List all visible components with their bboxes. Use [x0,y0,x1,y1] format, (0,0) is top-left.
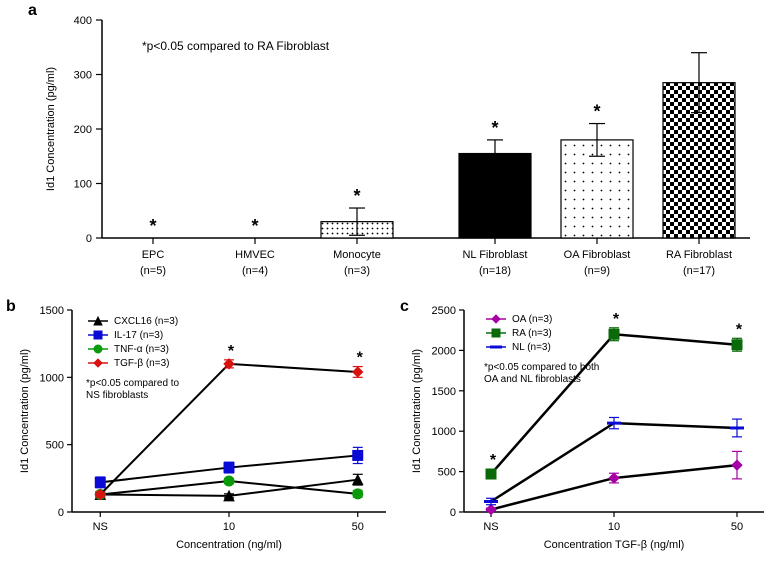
svg-text:300: 300 [74,70,92,82]
svg-text:0: 0 [450,507,456,519]
svg-text:RA (n=3): RA (n=3) [512,328,552,339]
svg-text:OA and NL fibroblasts: OA and NL fibroblasts [484,374,581,385]
svg-text:*: * [353,186,360,206]
svg-text:0: 0 [58,507,64,519]
svg-text:EPC: EPC [142,249,165,261]
svg-text:*: * [228,343,235,360]
svg-text:500: 500 [438,467,456,479]
svg-text:100: 100 [74,179,92,191]
svg-text:500: 500 [46,440,64,452]
svg-text:Id1 Concentration (pg/ml): Id1 Concentration (pg/ml) [19,349,31,473]
svg-text:*p<0.05 compared to RA Fibrobl: *p<0.05 compared to RA Fibroblast [142,39,330,53]
svg-text:CXCL16 (n=3): CXCL16 (n=3) [114,316,178,327]
svg-text:NL (n=3): NL (n=3) [512,342,551,353]
svg-text:OA Fibroblast: OA Fibroblast [564,249,631,261]
svg-text:1500: 1500 [432,386,456,398]
svg-text:0: 0 [86,233,92,245]
svg-text:*: * [491,118,498,138]
svg-text:1000: 1000 [432,426,456,438]
svg-text:(n=4): (n=4) [242,265,268,277]
svg-text:50: 50 [731,521,743,533]
svg-text:(n=18): (n=18) [479,265,511,277]
svg-text:Concentration TGF-β (ng/ml): Concentration TGF-β (ng/ml) [544,539,685,551]
svg-text:10: 10 [608,521,620,533]
svg-text:*: * [357,350,364,367]
svg-text:50: 50 [352,521,364,533]
panel-a-chart: 0 100 200 300 400 * EPC (n=5) * HMVEC (n=4) * Monocy… [30,6,770,296]
svg-text:TNF-α (n=3): TNF-α (n=3) [114,344,169,355]
svg-text:200: 200 [74,124,92,136]
svg-text:Id1 Concentration (pg/ml): Id1 Concentration (pg/ml) [45,67,57,191]
svg-text:OA (n=3): OA (n=3) [512,314,552,325]
svg-text:NL Fibroblast: NL Fibroblast [462,249,527,261]
svg-text:TGF-β (n=3): TGF-β (n=3) [114,358,169,369]
svg-text:1500: 1500 [40,305,64,317]
svg-text:HMVEC: HMVEC [235,249,275,261]
svg-text:Concentration (ng/ml): Concentration (ng/ml) [176,539,282,551]
panel-b-chart: 0 500 1000 1500 NS 10 50 Id1 Concentration (pg/… [8,300,398,558]
svg-text:400: 400 [74,15,92,27]
svg-text:(n=3): (n=3) [344,265,370,277]
svg-text:NS fibroblasts: NS fibroblasts [86,390,148,401]
svg-text:*: * [149,216,156,236]
svg-text:*: * [251,216,258,236]
svg-text:Id1 Concentration (pg/ml): Id1 Concentration (pg/ml) [411,349,423,473]
svg-text:*p<0.05 compared to: *p<0.05 compared to [86,378,180,389]
svg-text:(n=5): (n=5) [140,265,166,277]
svg-text:*: * [490,452,497,469]
svg-text:*: * [736,321,743,338]
panel-c-chart: 0 500 1000 1500 2000 2500 NS 10 50 Id1 Concentrat… [400,300,776,558]
svg-text:NS: NS [93,521,108,533]
svg-text:(n=9): (n=9) [584,265,610,277]
svg-text:2500: 2500 [432,305,456,317]
svg-text:*p<0.05 compared to both: *p<0.05 compared to both [484,362,599,373]
svg-text:Monocyte: Monocyte [333,249,381,261]
svg-text:IL-17 (n=3): IL-17 (n=3) [114,330,163,341]
svg-text:*: * [613,311,620,328]
svg-text:1000: 1000 [40,372,64,384]
svg-text:NS: NS [483,521,498,533]
svg-text:10: 10 [223,521,235,533]
svg-text:2000: 2000 [432,345,456,357]
svg-text:(n=17): (n=17) [683,265,715,277]
svg-text:RA Fibroblast: RA Fibroblast [666,249,732,261]
svg-text:*: * [593,102,600,122]
